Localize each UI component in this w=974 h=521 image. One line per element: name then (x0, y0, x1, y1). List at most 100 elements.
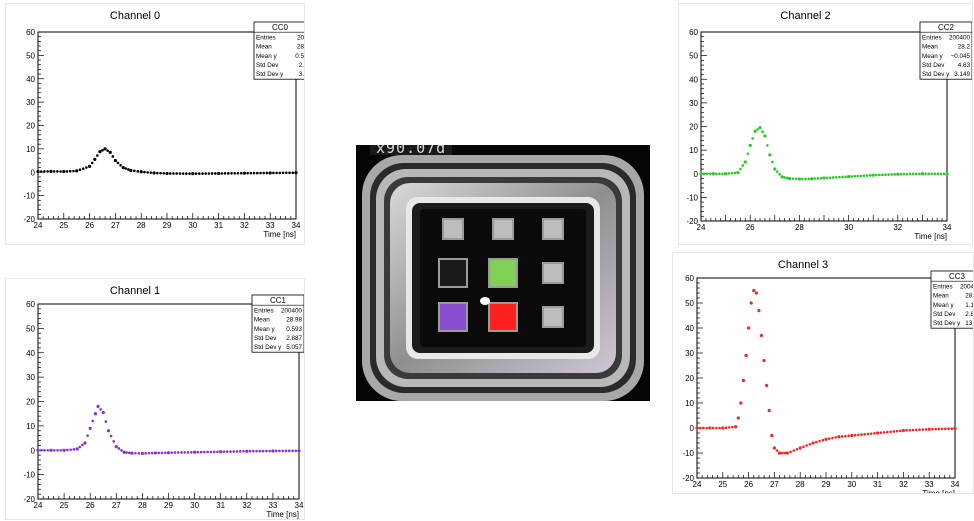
data-point (757, 308, 761, 313)
trace-point (733, 171, 737, 175)
trace-point (46, 448, 50, 452)
x-tick-label: 27 (770, 480, 779, 489)
trace-point (259, 171, 262, 175)
x-tick-label: 34 (943, 223, 952, 232)
trace-point (835, 175, 838, 179)
channel-2-chart: Channel 2 24 26 28 30 32 34 -20 -10 0 10 20 30 40 50 60… (686, 10, 972, 241)
trace-point (235, 450, 239, 453)
stats-value: 13.48 (965, 320, 973, 327)
trace-point (168, 172, 172, 175)
stats-box: CC0 Entries 20 Mean 28 Mean y 0.5 Std Dev 2. Std … (253, 21, 304, 80)
trace-point (124, 167, 128, 170)
trace-point (908, 428, 912, 432)
trace-point (898, 429, 902, 433)
trace-point (284, 449, 288, 453)
trace-point (892, 430, 896, 433)
trace-point (783, 451, 787, 455)
trace-point (78, 445, 82, 449)
x-tick-label: 33 (266, 221, 275, 230)
trace-point (133, 169, 136, 173)
stats-value: 28.2 (958, 44, 971, 51)
data-point (765, 383, 769, 388)
stats-box-frame (253, 21, 304, 80)
trace-point (834, 436, 837, 439)
trace-point (791, 177, 795, 180)
data-point (62, 169, 66, 174)
stats-value: 2.887 (286, 335, 302, 342)
stats-label: Mean y (256, 53, 278, 60)
x-tick-label: 31 (216, 501, 225, 510)
data-point (953, 426, 957, 431)
trace-point (262, 171, 266, 175)
stats-box-frame (919, 21, 972, 80)
y-tick-label: 10 (689, 146, 698, 155)
trace-point (236, 171, 240, 175)
trace-point (887, 173, 890, 176)
trace-point (181, 172, 185, 175)
plot-frame (696, 277, 956, 479)
y-tick-label: 20 (26, 122, 35, 131)
y-tick-label: 40 (689, 75, 698, 84)
data-point (88, 164, 92, 169)
trace-point (230, 172, 233, 175)
trace-point (761, 130, 764, 134)
trace-point (210, 172, 214, 175)
data-point (219, 450, 223, 454)
trace-point (69, 448, 72, 451)
trace-point (718, 426, 721, 430)
data-point (36, 448, 40, 452)
y-tick-label: 60 (689, 28, 698, 37)
x-tick-label: 25 (718, 480, 727, 489)
trace-point (727, 426, 731, 429)
channel-0-chart: Channel 0 24 25 26 27 28 29 30 31 32 33 34 -20 -10 0 10… (23, 10, 304, 239)
trace-point (902, 172, 906, 176)
trace-point (927, 172, 930, 176)
data-point (837, 435, 841, 439)
data-point (62, 448, 66, 452)
trace-point (52, 170, 56, 173)
trace-point (223, 172, 227, 175)
data-point (130, 451, 134, 455)
data-point (759, 333, 764, 338)
stats-label: Std Dev y (922, 71, 950, 78)
data-point (758, 126, 762, 130)
trace-point (766, 144, 769, 147)
data-point (103, 147, 107, 151)
data-point (901, 428, 905, 433)
trace-point (915, 428, 918, 432)
data-point (153, 451, 158, 455)
x-tick-label: 34 (951, 480, 960, 489)
trace-point (873, 432, 876, 435)
data-point (753, 129, 757, 133)
data-point (777, 451, 782, 455)
stats-box-frame (930, 270, 973, 329)
x-tick-label: 33 (925, 480, 934, 489)
trace-point (117, 447, 121, 450)
trace-point (144, 451, 147, 455)
y-tick-label: -20 (23, 495, 35, 504)
trace-point (127, 168, 130, 171)
data-point (773, 167, 777, 171)
data-point (106, 429, 111, 433)
stats-label: Mean y (933, 302, 955, 309)
data-point (747, 326, 751, 330)
data-point (122, 450, 126, 454)
data-point (927, 427, 931, 431)
trace-point (101, 148, 104, 152)
data-point (242, 171, 246, 175)
x-tick-label: 29 (164, 501, 173, 510)
x-tick-label: 28 (137, 221, 146, 230)
data-point (743, 160, 747, 164)
channel-1-plot: Channel 1 24 25 26 27 28 29 30 31 32 33 34 -20 -10 0 10… (5, 278, 305, 520)
trace-point (278, 449, 281, 453)
trace-point (90, 161, 94, 165)
trace-point (265, 171, 269, 175)
stats-box-name: CC1 (270, 296, 287, 305)
x-tick-label: 27 (111, 221, 120, 230)
trace-point (783, 176, 786, 179)
trace-point (268, 449, 271, 453)
trace-point (256, 171, 259, 175)
data-point (108, 150, 112, 154)
trace-point (291, 449, 294, 453)
channel-0-plot: Channel 0 24 25 26 27 28 29 30 31 32 33 34 -20 -10 0 10… (5, 3, 305, 245)
